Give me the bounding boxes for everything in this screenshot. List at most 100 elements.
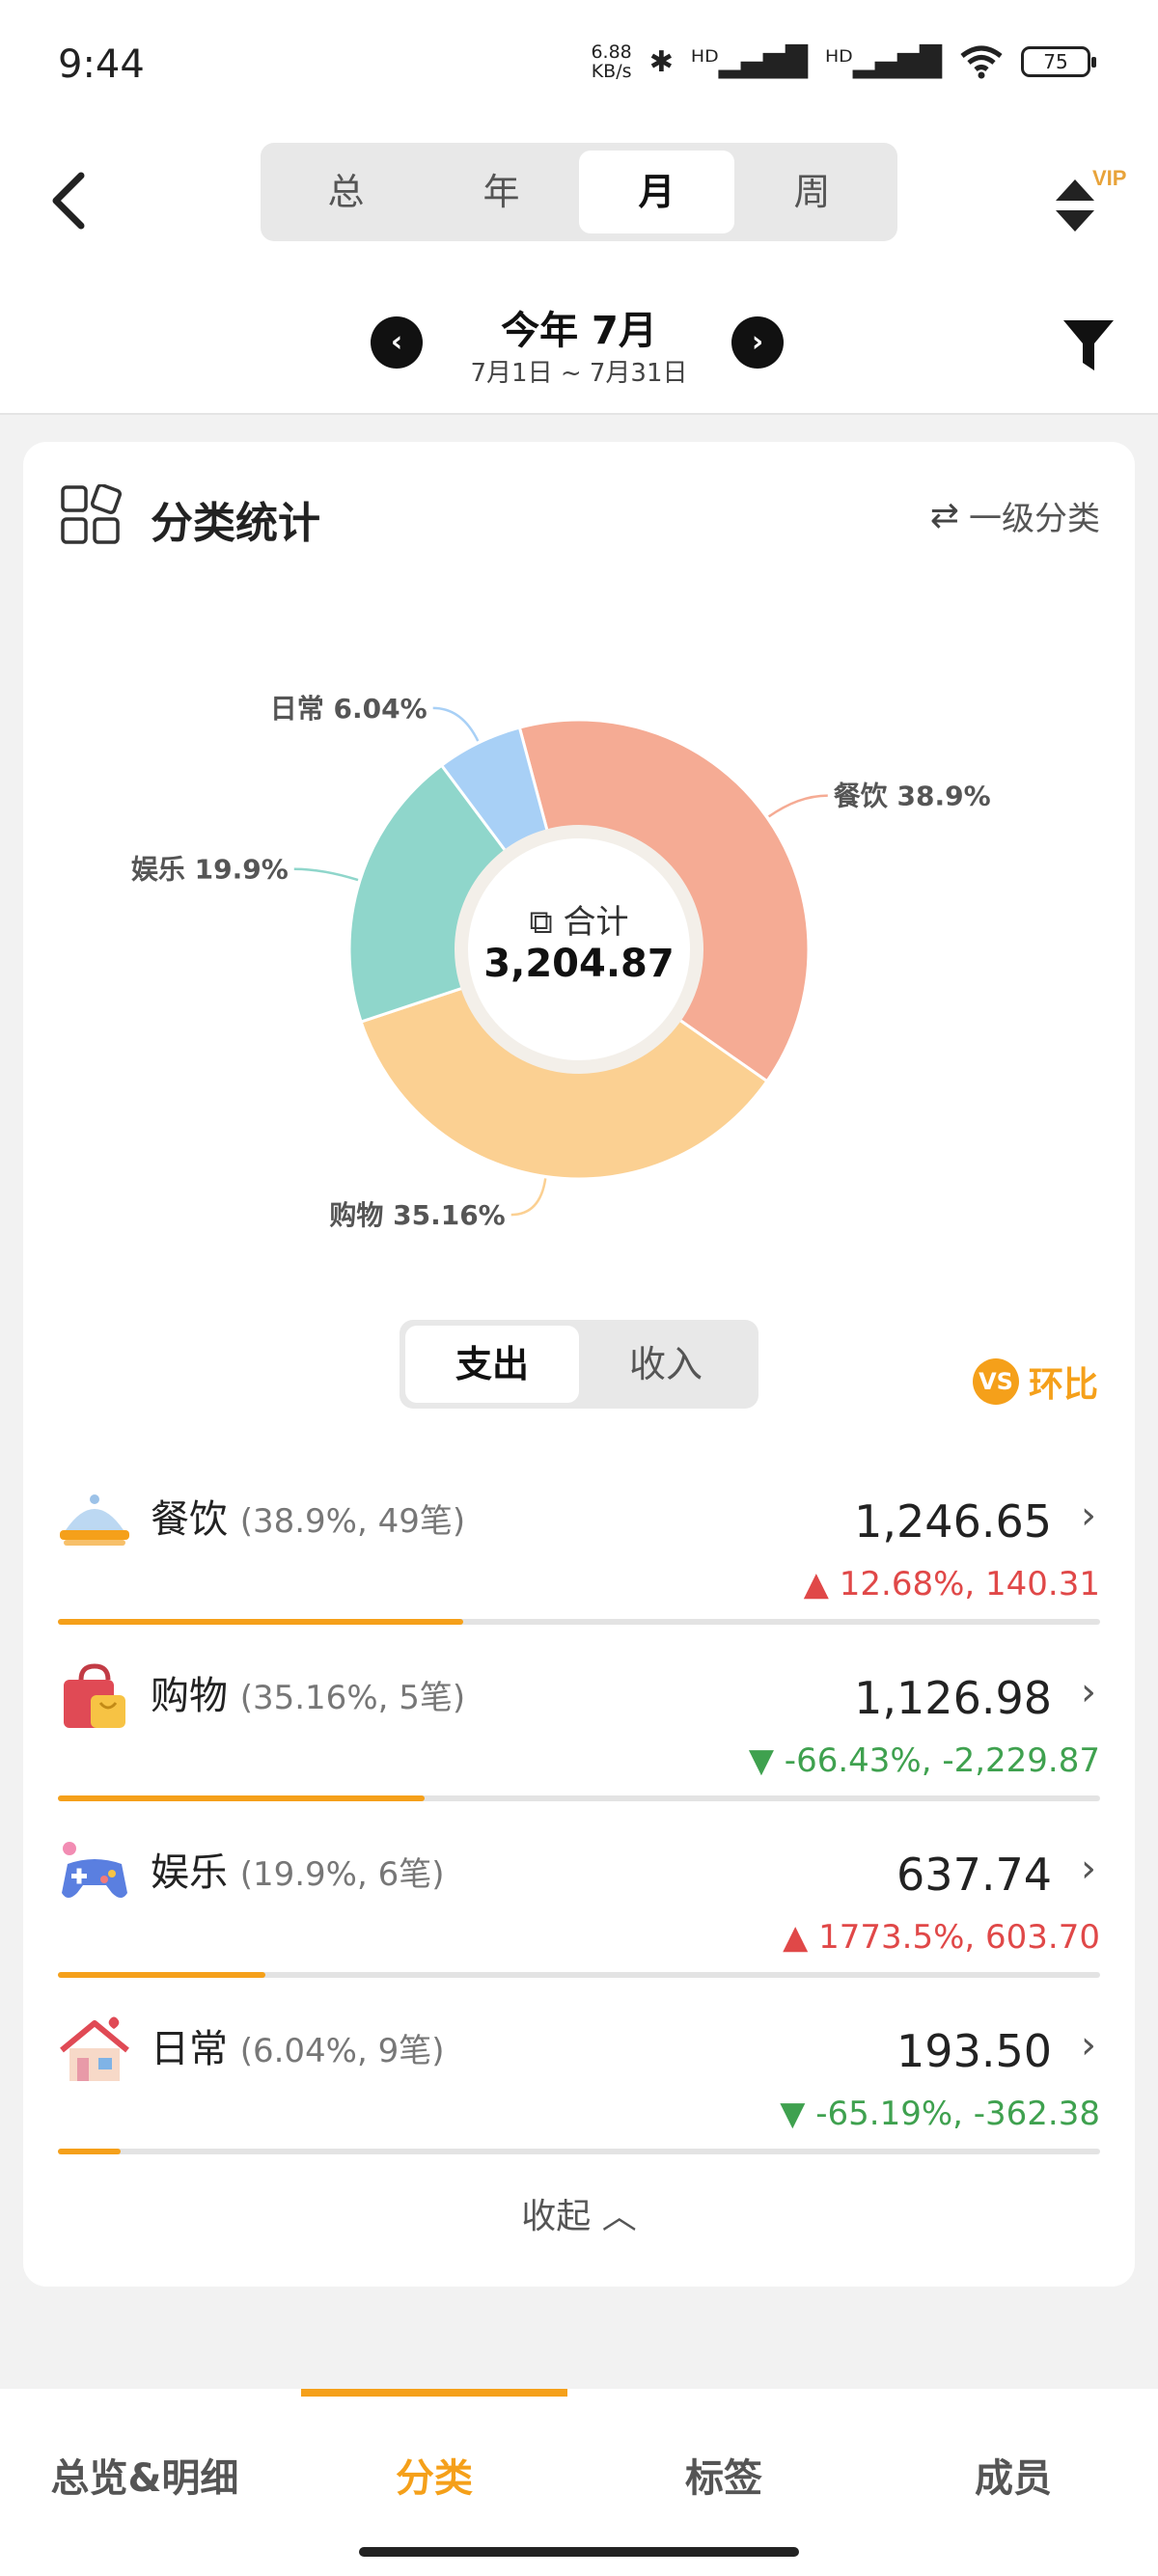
period-segmented-control: 总 年 月 周: [261, 143, 897, 241]
total-label-text: 合计: [563, 903, 629, 942]
category-row-daily[interactable]: 日常 (6.04%, 9笔) 193.50 › ▼ -65.19%, -362.…: [58, 1994, 1100, 2171]
category-change-value: 1773.5%, 603.70: [818, 1918, 1100, 1957]
sort-toggle-icon[interactable]: VIP: [1042, 162, 1129, 249]
category-amount: 637.74: [896, 1849, 1052, 1901]
category-label: 餐饮 (38.9%, 49笔): [151, 1488, 465, 1544]
vip-badge: VIP: [1092, 166, 1126, 190]
category-row-shopping[interactable]: 购物 (35.16%, 5笔) 1,126.98 › ▼ -66.43%, -2…: [58, 1641, 1100, 1818]
category-label: 购物 (35.16%, 5笔): [151, 1664, 465, 1720]
chevron-right-icon: ›: [1081, 2023, 1096, 2068]
wifi-icon: [960, 45, 1003, 79]
total-value: 3,204.87: [483, 942, 675, 986]
tab-income[interactable]: 收入: [628, 1343, 703, 1385]
compare-label: 环比: [1029, 1365, 1099, 1405]
category-row-dining[interactable]: 餐饮 (38.9%, 49笔) 1,246.65 › ▲ 12.68%, 140…: [58, 1465, 1100, 1641]
tab-week[interactable]: 周: [793, 171, 831, 213]
share-bar: [58, 1619, 1100, 1625]
category-label: 娱乐 (19.9%, 6笔): [151, 1841, 445, 1897]
arrow-down-icon: ▼: [748, 1741, 785, 1780]
category-name: 购物: [151, 1674, 228, 1718]
share-bar: [58, 1972, 1100, 1978]
share-bar-fill: [58, 2149, 122, 2154]
period-range: 7月1日 ~ 7月31日: [470, 359, 688, 388]
arrow-down-icon: ▼: [780, 2095, 816, 2133]
active-tab-indicator: [301, 2389, 567, 2397]
category-change-value: -66.43%, -2,229.87: [784, 1741, 1100, 1780]
type-tabs: 支出 收入: [400, 1320, 758, 1409]
category-change-value: 12.68%, 140.31: [839, 1565, 1100, 1603]
swap-icon: ⇄: [929, 496, 959, 535]
total-label: ⧉ 合计: [482, 895, 676, 943]
chevron-right-icon: ›: [1081, 1670, 1096, 1714]
category-meta: (35.16%, 5笔): [239, 1679, 466, 1717]
share-bar: [58, 1795, 1100, 1801]
category-change: ▲ 12.68%, 140.31: [804, 1565, 1100, 1603]
total-icon: ⧉: [529, 903, 564, 942]
status-indicators: 6.88 KB/s ✱ ᴴᴰ▂▄▆█ ᴴᴰ▂▄▆█ 75: [591, 41, 1096, 82]
chevron-left-icon[interactable]: [42, 162, 100, 239]
nav-members[interactable]: 成员: [975, 2456, 1052, 2501]
prev-period-button[interactable]: ‹: [371, 316, 423, 369]
category-meta: (6.04%, 9笔): [239, 2032, 445, 2070]
level-switch-label: 一级分类: [969, 500, 1100, 538]
status-bar: 9:44 6.88 KB/s ✱ ᴴᴰ▂▄▆█ ᴴᴰ▂▄▆█ 75: [0, 0, 1158, 135]
donut-leader-1: [510, 1178, 547, 1217]
network-speed-value: 6.88: [591, 41, 632, 63]
header: 总 年 月 周 VIP ‹ 今年 7月 7月1日 ~ 7月31日 ›: [0, 135, 1158, 415]
donut-leader-3: [432, 706, 480, 742]
network-speed-unit: KB/s: [591, 61, 632, 82]
share-bar: [58, 2149, 1100, 2154]
tab-year[interactable]: 年: [482, 171, 520, 213]
filter-icon[interactable]: [1060, 315, 1117, 378]
donut-label-1: 购物 35.16%: [329, 1199, 505, 1231]
category-change: ▲ 1773.5%, 603.70: [783, 1918, 1100, 1957]
category-row-entertainment[interactable]: 娱乐 (19.9%, 6笔) 637.74 › ▲ 1773.5%, 603.7…: [58, 1818, 1100, 1994]
donut-label-2: 娱乐 19.9%: [131, 854, 289, 886]
nav-tags[interactable]: 标签: [685, 2456, 762, 2501]
chevron-up-icon: ︿: [601, 2197, 637, 2236]
category-amount: 1,126.98: [854, 1672, 1052, 1724]
nav-overview[interactable]: 总览&明细: [50, 2456, 239, 2501]
category-meta: (38.9%, 49笔): [239, 1502, 466, 1541]
chevron-right-icon: ›: [1081, 1494, 1096, 1538]
chevron-right-icon: ›: [1081, 1847, 1096, 1891]
bluetooth-icon: ✱: [648, 44, 674, 79]
category-name: 日常: [151, 2027, 228, 2071]
arrow-up-icon: ▲: [803, 1565, 840, 1603]
share-bar-fill: [58, 1972, 265, 1978]
share-bar-fill: [58, 1795, 425, 1801]
tab-total[interactable]: 总: [327, 171, 365, 213]
food-cloche-icon: [60, 1494, 129, 1546]
donut-label-3: 日常 6.04%: [270, 693, 427, 725]
donut-chart: 餐饮 38.9% 购物 35.16% 娱乐 19.9% 日常 6.04%: [131, 693, 991, 1231]
category-label: 日常 (6.04%, 9笔): [151, 2017, 445, 2073]
arrow-up-icon: ▲: [783, 1918, 819, 1957]
level-switch-button[interactable]: ⇄ 一级分类: [930, 492, 1100, 539]
tab-expense[interactable]: 支出: [405, 1326, 579, 1403]
category-grid-icon: [61, 484, 122, 544]
next-period-button[interactable]: ›: [731, 316, 784, 369]
vs-badge: VS: [973, 1358, 1019, 1405]
share-bar-fill: [58, 1619, 464, 1625]
category-amount: 1,246.65: [854, 1495, 1052, 1548]
bottom-nav: 总览&明细 分类 标签 成员: [0, 2389, 1158, 2576]
battery-indicator: 75: [1021, 46, 1096, 77]
donut-label-0: 餐饮 38.9%: [834, 781, 991, 812]
home-indicator: [359, 2547, 799, 2557]
collapse-button[interactable]: 收起 ︿: [23, 2188, 1135, 2238]
category-change-value: -65.19%, -362.38: [815, 2095, 1100, 2133]
tab-month[interactable]: 月: [579, 151, 734, 233]
house-icon: [60, 2016, 129, 2081]
category-meta: (19.9%, 6笔): [239, 1855, 445, 1894]
nav-category[interactable]: 分类: [396, 2456, 473, 2501]
signal-icon: ᴴᴰ▂▄▆█: [690, 44, 808, 79]
donut-inner-ring: [455, 825, 703, 1074]
period-title: 今年 7月: [501, 309, 657, 353]
category-amount: 193.50: [896, 2025, 1052, 2077]
compare-toggle[interactable]: VS 环比: [973, 1357, 1098, 1407]
category-change: ▼ -66.43%, -2,229.87: [749, 1741, 1100, 1780]
collapse-label: 收起: [521, 2197, 592, 2236]
category-stats-card: 分类统计 ⇄ 一级分类 餐饮 38.9% 购物 35.16% 娱乐 19.9% 日常 …: [23, 442, 1135, 2287]
category-change: ▼ -65.19%, -362.38: [780, 2095, 1100, 2133]
gamepad-icon: [62, 1842, 127, 1898]
